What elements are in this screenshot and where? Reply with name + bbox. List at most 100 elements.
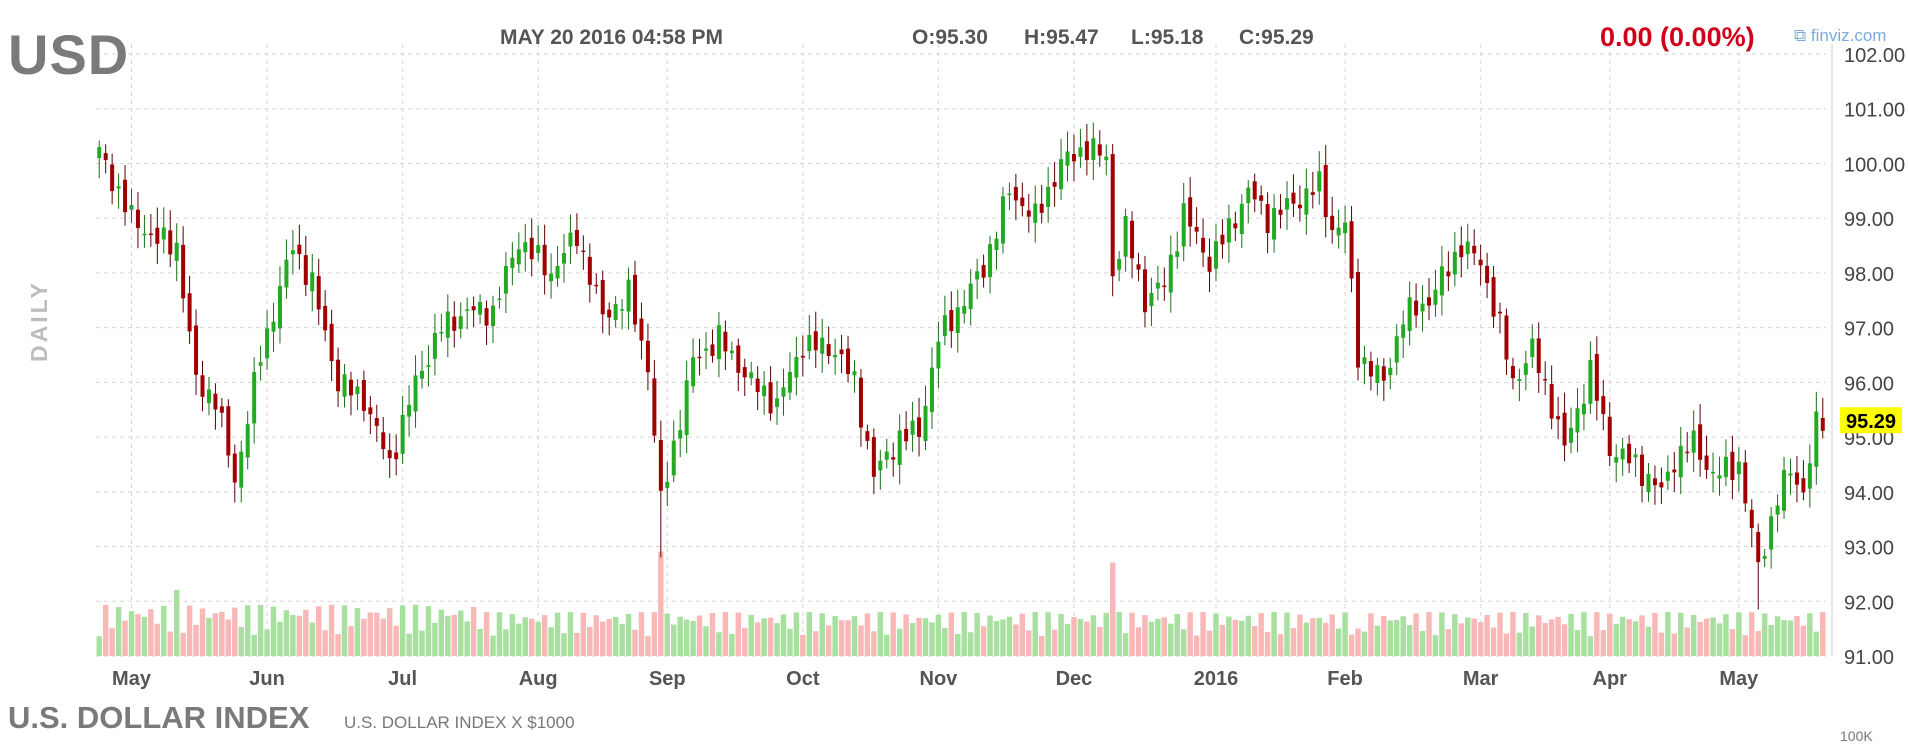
candle-body [490,305,495,327]
candle-up [942,295,947,346]
candle-body [478,301,483,315]
candle-up [716,312,721,378]
candle-body [1723,456,1728,478]
volume-bar [1271,612,1277,656]
candle-body [858,377,863,428]
volume-bar [1458,623,1465,656]
volume-bar [948,612,955,656]
candle-down [865,424,870,450]
volume-bar [1355,628,1361,656]
candle-up [562,233,567,283]
candle-body [1633,454,1638,458]
candle-body [1562,412,1567,446]
candle-body [678,430,683,439]
volume-bar [1381,615,1387,656]
candle-body [968,283,973,310]
y-tick-label: 100.00 [1844,154,1905,176]
candle-body [891,457,896,460]
chart-grid [96,44,1826,657]
candle-body [1569,427,1574,443]
candle-body [1071,154,1076,162]
volume-bar [664,613,671,656]
candle-up [490,295,495,344]
candle-body [691,357,696,387]
candle-body [787,371,792,393]
candle-up [936,321,941,388]
candle-body [917,417,922,437]
candle-up [988,235,993,294]
candle-up [1284,181,1289,230]
candle-down [736,338,741,392]
volume-bar [367,612,374,656]
candle-up [458,302,463,339]
candle-up [1620,437,1625,476]
candle-down [1130,211,1135,279]
candle-up [1246,179,1251,224]
candle-body [1433,289,1438,305]
candle-body [1388,367,1393,376]
candle-up [955,289,960,353]
volume-bar [470,606,477,656]
volume-bar [677,616,683,656]
volume-bar [445,616,451,656]
volume-bar [561,633,567,656]
candle-up [549,253,554,299]
candle-down [1594,336,1599,421]
y-axis: 102.00 101.00 100.00 99.00 98.00 97.00 96.00 95… [1831,44,1905,669]
volume-bar [748,614,754,656]
volume-bar [1581,612,1587,656]
candle-down [1659,467,1664,505]
candle-down [181,226,186,313]
candle-down [574,213,579,255]
volume-bar [1406,625,1413,656]
volume-bar [522,617,528,656]
candle-up [884,438,889,469]
candle-down [1330,196,1335,244]
volume-bar [102,605,109,656]
candle-body [1665,471,1670,481]
candle-body [929,367,934,413]
candle-body [310,272,315,292]
candle-up [626,267,631,330]
candle-body [1439,266,1444,296]
candle-body [710,344,715,356]
candle-down [1536,322,1541,393]
volume-bar [393,625,399,656]
volume-bar [787,628,793,656]
x-tick-label: Jun [249,668,285,690]
candle-body [329,323,334,362]
candle-up [1691,410,1696,473]
volume-bar [1161,617,1168,656]
candle-body [729,350,734,354]
candle-body [161,227,166,240]
x-tick-label: Feb [1327,668,1363,690]
candle-up [878,449,883,490]
candle-up [1046,167,1051,223]
candle-down [639,302,644,360]
volume-bar [1245,615,1251,656]
candle-body [1427,297,1432,306]
candle-body [407,404,412,417]
candle-down [394,434,399,476]
candle-down [148,213,153,247]
candle-body [542,244,547,276]
volume-bar [1484,614,1490,656]
volume-bar [1303,622,1310,656]
finviz-brand-link[interactable]: ⧉ finviz.com [1794,26,1887,45]
candle-body [361,379,366,411]
candle-body [1646,473,1651,493]
y-tick-label: 101.00 [1844,100,1905,122]
candle-body [1259,195,1264,201]
volume-bar [1168,623,1174,656]
candle-body [1420,303,1425,312]
volume-bar [412,604,419,656]
candle-up [910,401,915,452]
candle-body [1652,478,1657,486]
candle-body [187,293,192,332]
candle-down [194,309,199,395]
candle-down [607,302,612,336]
volume-bar [1645,626,1652,656]
candle-up [1407,281,1412,346]
volume-bar [1497,612,1503,656]
candle-down [723,320,728,370]
